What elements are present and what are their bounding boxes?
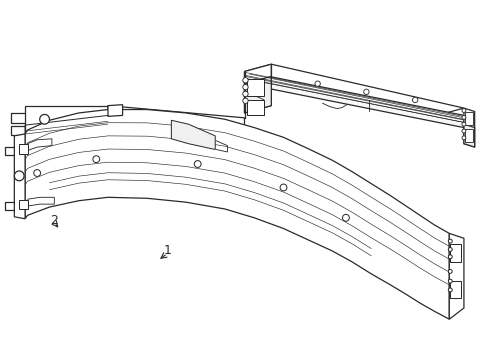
Bar [19,144,28,154]
Bar [19,200,28,209]
Polygon shape [14,134,25,219]
Circle shape [243,85,247,90]
Bar [246,79,264,96]
Polygon shape [108,105,244,127]
Bar [246,100,264,116]
Circle shape [461,109,465,112]
Circle shape [447,255,451,259]
Polygon shape [171,120,215,149]
Circle shape [194,161,201,167]
Circle shape [342,215,348,221]
Circle shape [243,78,247,83]
Polygon shape [448,233,463,319]
Bar [449,281,460,298]
Circle shape [447,270,451,273]
Circle shape [243,98,247,103]
Circle shape [34,170,41,176]
Circle shape [314,81,320,86]
Circle shape [280,184,286,191]
Circle shape [363,89,368,95]
Polygon shape [108,105,122,116]
Polygon shape [25,105,108,132]
Polygon shape [25,109,448,319]
Bar [464,112,472,125]
Polygon shape [244,64,463,116]
Circle shape [447,288,451,292]
Circle shape [243,91,247,96]
Polygon shape [244,72,463,127]
Polygon shape [463,108,474,147]
Circle shape [447,279,451,283]
Circle shape [461,122,465,126]
Circle shape [461,136,465,140]
Polygon shape [244,64,271,113]
Text: 1: 1 [163,244,171,257]
Circle shape [14,171,24,181]
Circle shape [461,129,465,133]
Circle shape [447,248,451,251]
Polygon shape [244,76,271,113]
Circle shape [412,97,417,103]
Circle shape [93,156,100,163]
Circle shape [461,116,465,119]
Bar [464,129,472,142]
Text: 2: 2 [50,214,58,227]
Circle shape [40,114,49,124]
Bar [449,244,460,262]
Polygon shape [463,124,474,147]
Circle shape [447,239,451,243]
